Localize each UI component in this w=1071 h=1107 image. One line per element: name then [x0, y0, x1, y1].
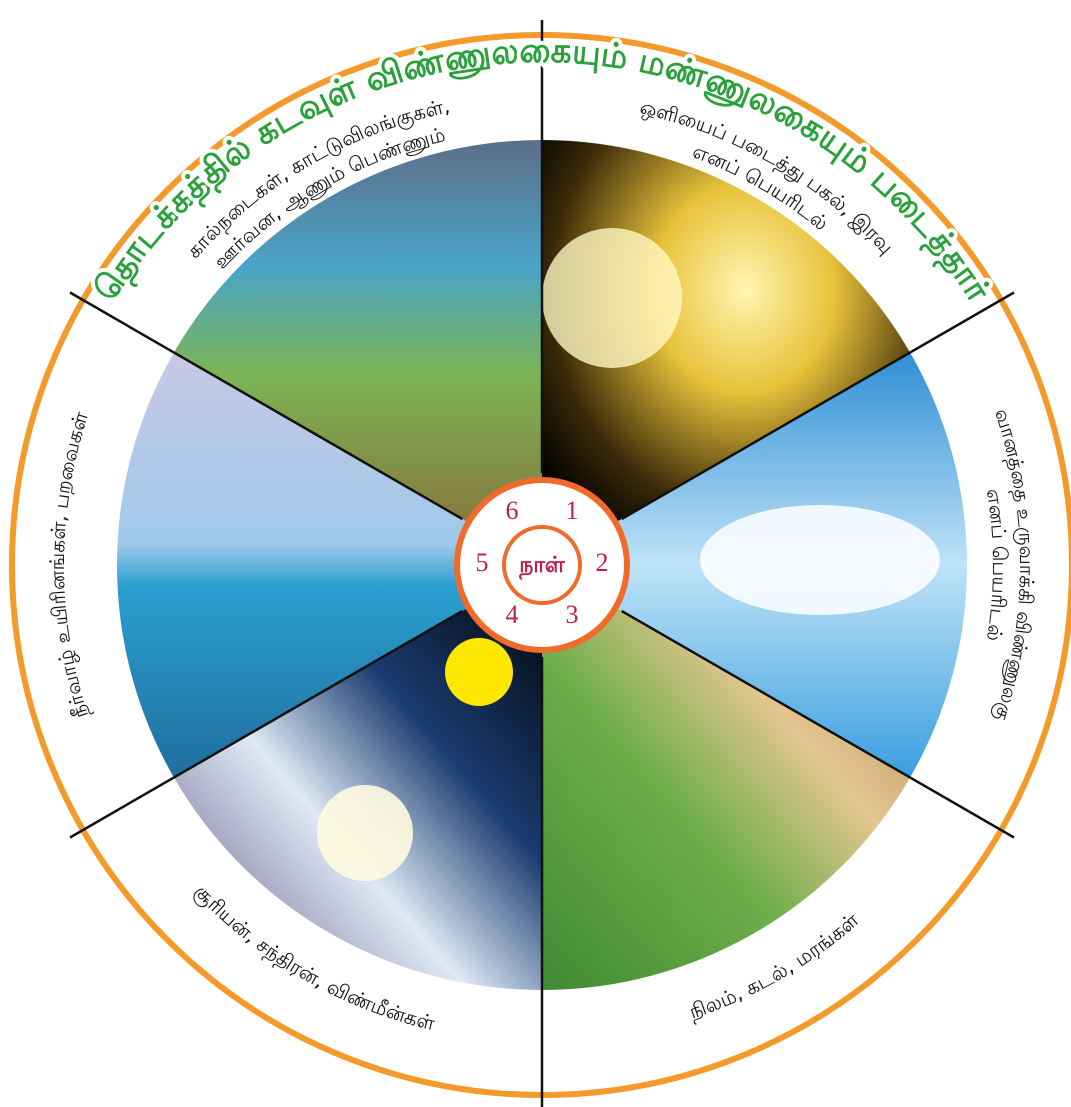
center-label: நாள் — [518, 553, 566, 580]
arc-label: நீர்வாழ் உயிரினங்கள், பறவைகள் — [45, 409, 94, 722]
day-number: 2 — [596, 548, 609, 577]
day-number: 1 — [566, 496, 579, 525]
day-number: 4 — [506, 600, 519, 629]
creation-wheel: ஒளியைப் படைத்து பகல், இரவுஎனப் பெயரிடல்வ… — [0, 0, 1071, 1107]
day-number: 6 — [506, 496, 519, 525]
arc-text: நீர்வாழ் உயிரினங்கள், பறவைகள் — [45, 409, 94, 722]
day-number: 5 — [476, 548, 489, 577]
day-number: 3 — [566, 600, 579, 629]
arc-text: எனப் பெயரிடல் — [982, 487, 1012, 643]
arc-label: எனப் பெயரிடல் — [982, 487, 1012, 643]
sun — [542, 228, 682, 368]
moon — [445, 638, 513, 706]
cloud — [700, 505, 940, 615]
sun-glow — [317, 785, 413, 881]
